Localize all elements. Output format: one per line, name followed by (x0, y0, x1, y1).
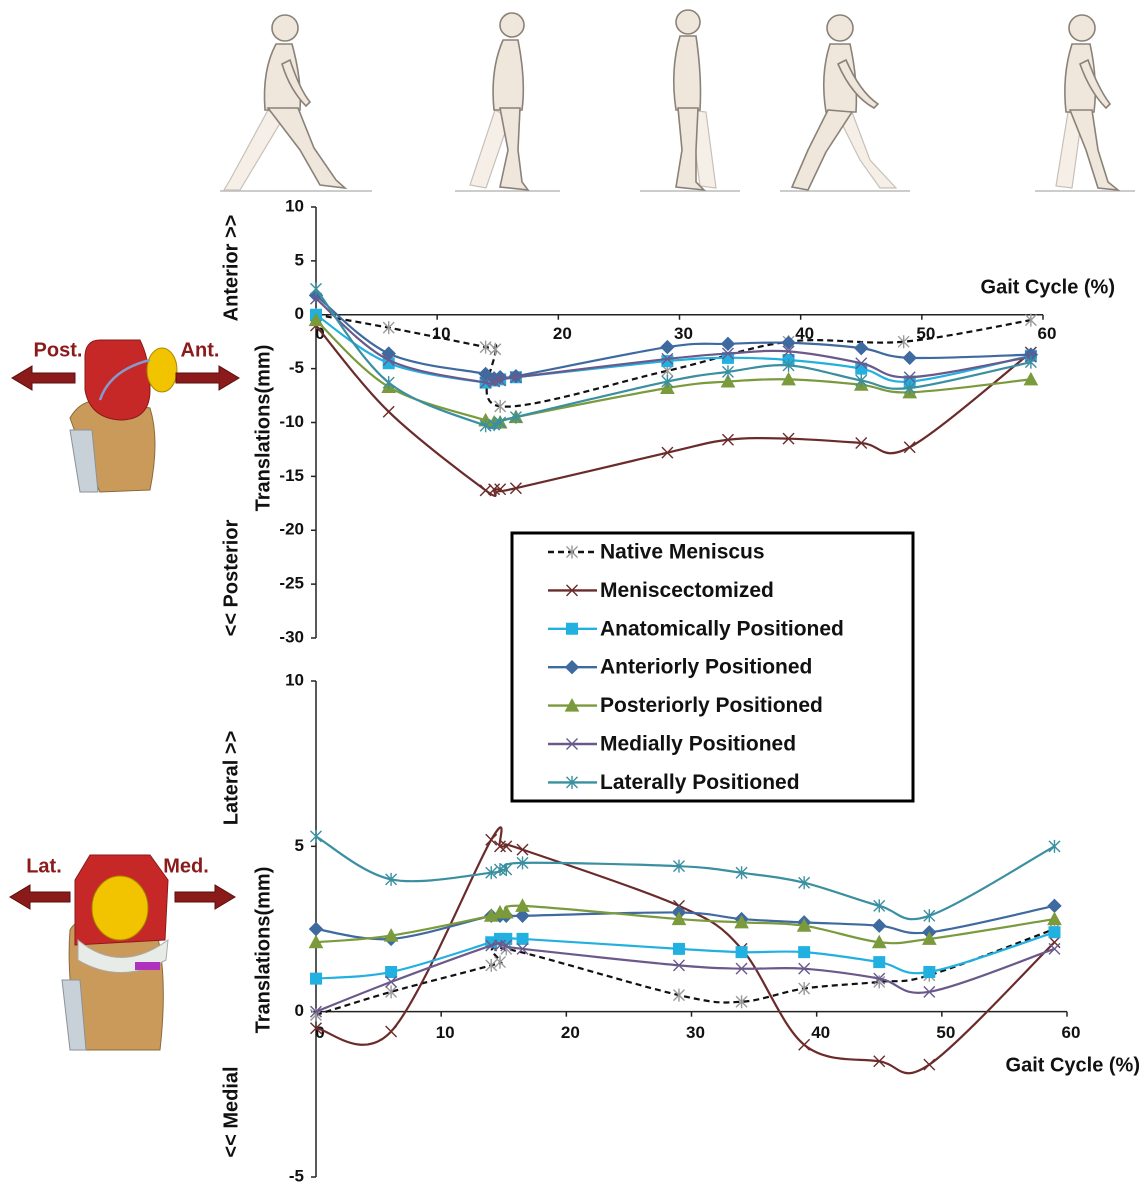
knee-label: Lat. (26, 855, 62, 877)
knee-frontal (62, 855, 168, 1050)
x-tick-label: 40 (811, 1023, 830, 1042)
y-tick-label: 0 (295, 1001, 304, 1020)
figure: Post. Ant. Lat. Med. Anterior >> << Post… (0, 0, 1148, 1184)
marker (924, 909, 935, 922)
y-axis-title: Translations(mm) (252, 345, 274, 512)
y-tick-label: -15 (279, 466, 304, 485)
knee-label: Med. (163, 855, 209, 877)
knee-sagittal (70, 340, 177, 492)
x-tick-label: 30 (686, 1023, 705, 1042)
marker (1048, 913, 1061, 925)
marker (480, 341, 491, 354)
legend-label: Posteriorly Positioned (600, 694, 823, 717)
x-axis-title: Gait Cycle (%) (981, 276, 1115, 298)
y-axis-title: Translations(mm) (252, 867, 274, 1034)
marker (494, 956, 505, 969)
marker (1049, 943, 1060, 954)
marker (673, 943, 684, 954)
x-axis-title: Gait Cycle (%) (1006, 1054, 1140, 1076)
marker (855, 342, 868, 355)
marker (799, 947, 810, 958)
marker (383, 406, 394, 417)
y-tick-label: 10 (285, 196, 304, 215)
x-tick-label: 60 (1062, 1023, 1081, 1042)
x-tick-label: 60 (1038, 324, 1057, 343)
marker (799, 1039, 810, 1050)
legend-label: Native Meniscus (600, 541, 765, 564)
marker (386, 966, 397, 977)
series-line (316, 326, 1031, 496)
marker (1049, 937, 1060, 948)
legend-label: Anteriorly Positioned (600, 656, 812, 679)
marker (567, 623, 578, 634)
y-tick-label: 10 (285, 670, 304, 689)
x-tick-label: 20 (561, 1023, 580, 1042)
marker (517, 933, 528, 944)
marker (386, 1026, 397, 1037)
marker (1049, 927, 1060, 938)
series-line (316, 906, 1054, 939)
legend-label: Medially Positioned (600, 733, 796, 756)
marker (311, 830, 322, 843)
marker (661, 341, 674, 354)
y-tick-label: 5 (295, 836, 304, 855)
y-tick-label: -30 (279, 627, 304, 646)
y-tick-label: -25 (279, 574, 304, 593)
series-line (316, 836, 1054, 919)
marker (903, 351, 916, 364)
y-tick-label: -20 (279, 520, 304, 539)
marker (873, 919, 886, 932)
y-tick-label: -5 (289, 358, 304, 377)
x-tick-label: 30 (674, 324, 693, 343)
marker (383, 376, 394, 389)
x-tick-label: 10 (436, 1023, 455, 1042)
x-tick-label: 20 (553, 324, 572, 343)
marker (924, 966, 935, 977)
direction-label: << Posterior (220, 519, 242, 636)
marker (486, 834, 497, 845)
legend-label: Meniscectomized (600, 579, 774, 602)
knee-label: Post. (34, 339, 83, 361)
knee-label: Ant. (181, 339, 220, 361)
walking-figures (220, 10, 1135, 191)
y-tick-label: 0 (295, 304, 304, 323)
legend: Native Meniscus Meniscectomized Anatomical… (512, 533, 913, 801)
marker (924, 1059, 935, 1070)
marker (1049, 840, 1060, 853)
direction-label: Anterior >> (220, 215, 242, 322)
marker (517, 844, 528, 855)
marker (874, 957, 885, 968)
direction-label: << Medial (220, 1066, 242, 1157)
marker (311, 973, 322, 984)
y-tick-label: -10 (279, 412, 304, 431)
marker (311, 282, 322, 295)
x-tick-label: 50 (936, 1023, 955, 1042)
marker (490, 343, 501, 356)
marker (662, 356, 673, 367)
marker (736, 947, 747, 958)
legend-label: Laterally Positioned (600, 771, 800, 794)
legend-label: Anatomically Positioned (600, 617, 844, 640)
y-tick-label: 5 (295, 250, 304, 269)
marker (1048, 899, 1061, 912)
marker (310, 923, 323, 936)
marker (904, 442, 915, 453)
y-tick-label: -5 (289, 1166, 304, 1184)
direction-label: Lateral >> (220, 731, 242, 826)
series-line (316, 943, 1054, 1012)
